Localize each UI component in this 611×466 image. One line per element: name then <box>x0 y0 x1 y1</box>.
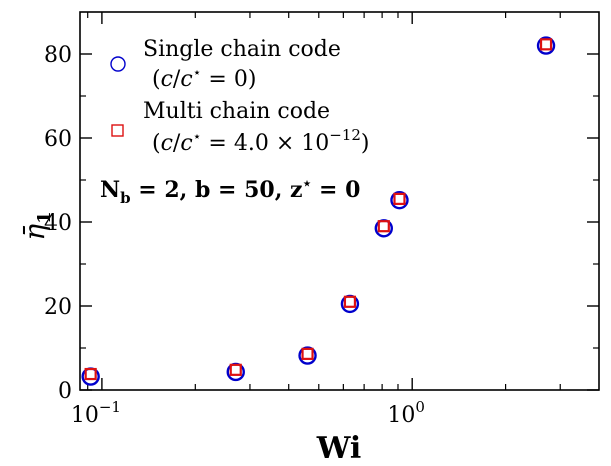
y-tick-label: 0 <box>58 379 72 404</box>
data-point-single-chain <box>298 346 317 365</box>
legend: Single chain code (c/c⋆ = 0) Multi chain… <box>110 37 370 156</box>
y-axis-label-symbol: η̄ <box>18 224 51 241</box>
x-axis-label: Wi <box>316 431 362 466</box>
data-point-multi-chain <box>229 363 242 376</box>
x-tick-label: 10−1 <box>71 398 121 428</box>
data-point-multi-chain <box>393 192 406 205</box>
data-markers <box>81 36 556 386</box>
data-point-multi-chain <box>539 38 553 51</box>
legend-sublabel-multi-chain: (c/c⋆ = 4.0 × 10−12) <box>152 126 370 156</box>
legend-label-multi-chain: Multi chain code <box>143 99 330 124</box>
plot-frame <box>79 11 600 391</box>
y-tick-label: 60 <box>44 127 72 152</box>
data-point-multi-chain <box>301 347 314 360</box>
y-tick-label: 80 <box>44 43 72 68</box>
y-tick-label: 20 <box>44 295 72 320</box>
axis-ticks: 0 20 40 60 80 10−1 100 <box>44 12 599 428</box>
y-axis-label-subscript: 1 <box>34 211 55 224</box>
data-point-single-chain <box>536 36 556 55</box>
legend-label-single-chain: Single chain code <box>143 37 341 62</box>
x-tick-label: 100 <box>387 398 425 428</box>
data-point-multi-chain <box>343 295 357 308</box>
data-point-multi-chain <box>84 367 97 381</box>
y-tick-label: 40 <box>44 211 72 236</box>
parameter-annotation: Nb = 2, b = 50, z⋆ = 0 <box>100 176 360 207</box>
svg-text:η̄1: η̄1 <box>18 211 55 240</box>
legend-marker-single-chain <box>110 56 126 72</box>
y-axis-label: η̄1 <box>18 211 55 240</box>
legend-marker-multi-chain <box>111 124 124 137</box>
data-point-single-chain <box>390 190 409 210</box>
legend-sublabel-single-chain: (c/c⋆ = 0) <box>152 65 256 92</box>
data-point-multi-chain <box>377 220 390 233</box>
